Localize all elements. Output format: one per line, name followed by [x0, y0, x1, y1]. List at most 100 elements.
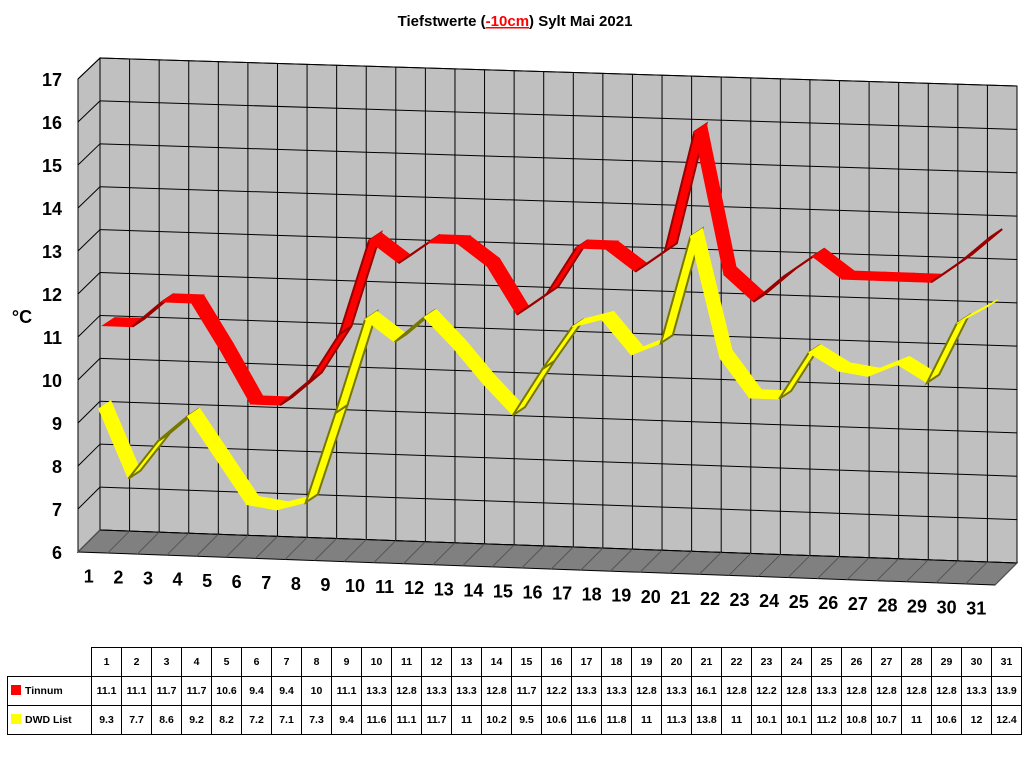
table-header-cell: 3	[151, 647, 182, 677]
table-cell: 12.2	[751, 676, 782, 706]
gridline-left	[77, 400, 101, 424]
chart-title: Tiefstwerte (-10cm) Sylt Mai 2021	[398, 13, 633, 30]
table-header-cell: 12	[421, 647, 452, 677]
floor-line	[787, 555, 811, 578]
table-header-cell: 17	[571, 647, 602, 677]
x-tick-label: 9	[320, 575, 330, 595]
x-tick-label: 16	[522, 583, 542, 603]
x-tick-label: 15	[493, 581, 513, 601]
table-header-cell: 14	[481, 647, 512, 677]
floor-line	[77, 529, 101, 553]
table-header-cell: 29	[931, 647, 962, 677]
table-cell: 7.7	[121, 705, 152, 735]
floor-line	[994, 562, 1018, 586]
y-tick-label: 9	[52, 414, 62, 434]
table-cell: 11.7	[421, 705, 452, 735]
x-tick-label: 31	[966, 598, 986, 618]
floor-line	[935, 560, 959, 584]
gridline-left	[77, 315, 101, 338]
floor-line	[758, 554, 781, 577]
table-cell: 11	[721, 705, 752, 735]
y-axis-unit: °C	[12, 307, 32, 327]
table-cell: 9.4	[331, 705, 362, 735]
table-cell: 11.1	[331, 676, 362, 706]
table-header-cell: 31	[991, 647, 1022, 677]
x-tick-label: 10	[345, 576, 365, 596]
gridline-back	[99, 186, 1018, 217]
floor-line	[314, 538, 337, 561]
floor-line	[403, 541, 426, 565]
x-tick-label: 13	[434, 579, 454, 599]
x-tick-label: 28	[877, 595, 897, 615]
x-tick-label: 5	[202, 571, 212, 591]
floor-line	[107, 530, 130, 554]
legend-entry: DWD List	[7, 705, 92, 735]
table-header-cell: 9	[331, 647, 362, 677]
table-cell: 7.2	[241, 705, 272, 735]
table-cell: 12.8	[721, 676, 752, 706]
table-cell: 11.6	[361, 705, 392, 735]
gridline-left	[77, 272, 101, 295]
table-cell: 12.8	[841, 676, 872, 706]
table-cell: 13.3	[451, 676, 482, 706]
table-row: Tinnum 11.1 11.1 11.7 11.7 10.6 9.4 9.4 10 11.1 13…	[7, 676, 1022, 706]
legend-swatch	[11, 714, 21, 724]
x-tick-label: 8	[291, 574, 301, 594]
table-cell: 11.7	[151, 676, 182, 706]
x-tick-label: 11	[375, 577, 394, 597]
x-tick-label: 24	[759, 591, 779, 611]
table-header-cell: 10	[361, 647, 392, 677]
x-tick-label: 21	[670, 588, 690, 608]
x-tick-label: 12	[404, 578, 424, 598]
gridline-left	[77, 57, 101, 80]
gridline-back	[99, 443, 1018, 477]
table-cell: 10.6	[541, 705, 572, 735]
table-header-cell: 27	[871, 647, 902, 677]
table-cell: 11.1	[121, 676, 152, 706]
gridline-back	[99, 529, 1018, 564]
table-cell: 11.3	[661, 705, 692, 735]
table-cell: 8.2	[211, 705, 242, 735]
floor-line	[846, 557, 870, 581]
table-header-cell: 26	[841, 647, 872, 677]
x-tick-label: 14	[463, 580, 483, 600]
table-corner	[8, 648, 92, 677]
table-cell: 11	[631, 705, 662, 735]
table-header-cell: 5	[211, 647, 242, 677]
gridline-back	[99, 57, 1018, 87]
gridline-left	[77, 186, 101, 209]
table-cell: 12.8	[481, 676, 512, 706]
table-cell: 11.8	[601, 705, 632, 735]
table-cell: 10	[301, 676, 332, 706]
table-header-cell: 13	[451, 647, 482, 677]
y-tick-label: 11	[43, 328, 62, 348]
table-cell: 13.9	[991, 676, 1022, 706]
table-cell: 9.4	[241, 676, 272, 706]
table-cell: 16.1	[691, 676, 722, 706]
gridline-left	[77, 100, 101, 123]
table-cell: 9.2	[181, 705, 212, 735]
series-segment-tinnum	[959, 228, 1003, 263]
table-header-row: 1 2 3 4 5 6 7 8 9 10 11 12 13 14 15 16 17 18 19 20 21 22 23 24 2…	[8, 647, 1022, 677]
gridline-left	[77, 358, 101, 381]
table-cell: 7.3	[301, 705, 332, 735]
y-tick-label: 6	[52, 543, 62, 563]
gridline-left	[77, 143, 101, 166]
gridline-back	[99, 357, 1018, 391]
table-cell: 10.2	[481, 705, 512, 735]
table-cell: 13.3	[361, 676, 392, 706]
floor-line	[698, 552, 722, 575]
y-tick-label: 15	[42, 156, 62, 176]
table-cell: 11.7	[181, 676, 212, 706]
x-tick-label: 20	[641, 587, 661, 607]
x-tick-label: 23	[730, 590, 750, 610]
gridline-left	[77, 229, 101, 252]
table-cell: 12.8	[901, 676, 932, 706]
floor-line	[491, 544, 515, 568]
table-cell: 8.6	[151, 705, 182, 735]
floor-line	[905, 559, 929, 583]
floor-line	[432, 542, 456, 566]
table-cell: 12.8	[631, 676, 662, 706]
table-cell: 13.3	[571, 676, 602, 706]
table-cell: 13.8	[691, 705, 722, 735]
